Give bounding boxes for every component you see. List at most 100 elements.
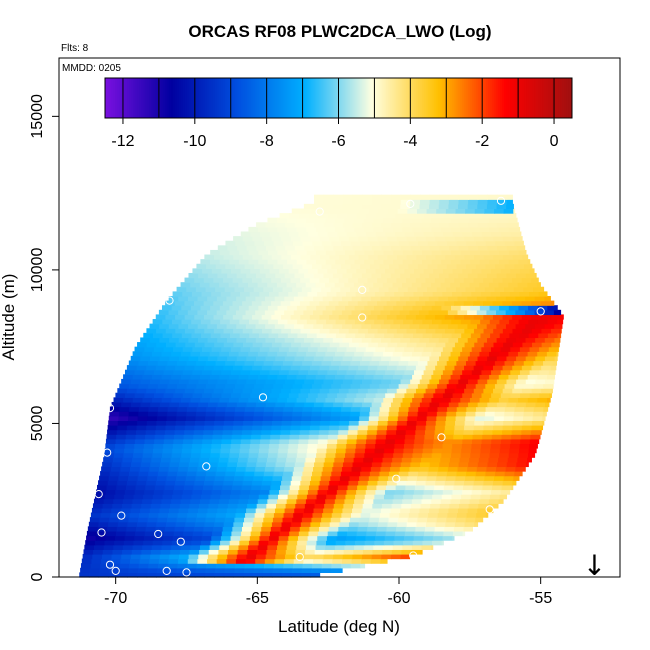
arrow-down-icon: ↓ — [583, 549, 606, 582]
heatmap-cell — [506, 272, 517, 279]
heatmap-cell — [322, 309, 333, 316]
heatmap-cell — [426, 208, 437, 214]
heatmap-cell — [385, 438, 396, 445]
heatmap-cell — [425, 236, 437, 242]
heatmap-cell — [215, 406, 227, 412]
heatmap-cell — [543, 360, 554, 366]
heatmap-cell — [175, 342, 186, 348]
heatmap-cell — [371, 553, 382, 560]
heatmap-cell — [306, 374, 317, 380]
heatmap-cell — [401, 549, 412, 555]
heatmap-cell — [513, 475, 520, 481]
heatmap-cell — [217, 553, 228, 560]
heatmap-cell — [531, 277, 539, 283]
heatmap-cell — [93, 549, 104, 555]
heatmap-cell — [387, 480, 398, 486]
heatmap-cell — [382, 282, 394, 288]
heatmap-cell — [475, 471, 487, 477]
heatmap-cell — [431, 351, 442, 357]
heatmap-cell — [432, 319, 443, 325]
heatmap-cell — [434, 484, 445, 491]
colorbar-segment — [398, 78, 401, 118]
heatmap-cell — [425, 314, 436, 320]
heatmap-cell — [319, 526, 330, 532]
colorbar-segment — [564, 78, 567, 118]
heatmap-cell — [286, 282, 297, 288]
heatmap-cell — [475, 240, 487, 246]
heatmap-cell — [521, 277, 532, 283]
heatmap-cell — [330, 567, 341, 573]
heatmap-cell — [116, 526, 127, 532]
heatmap-cell — [270, 526, 282, 532]
heatmap-cell — [366, 484, 377, 491]
heatmap-cell — [348, 342, 360, 348]
heatmap-cell — [292, 383, 303, 389]
heatmap-cell — [233, 521, 244, 527]
heatmap-cell — [471, 489, 482, 495]
colorbar-segment — [168, 78, 172, 118]
heatmap-cell — [500, 392, 511, 398]
heatmap-cell — [428, 323, 440, 329]
heatmap-cell — [296, 351, 307, 357]
heatmap-cell — [215, 383, 226, 389]
heatmap-cell — [151, 457, 162, 463]
heatmap-cell — [440, 457, 451, 463]
heatmap-cell — [432, 494, 443, 500]
heatmap-cell — [413, 346, 425, 352]
heatmap-cell — [306, 226, 317, 233]
heatmap-cell — [428, 309, 439, 316]
colorbar-segment — [450, 78, 453, 118]
heatmap-cell — [225, 512, 236, 518]
heatmap-cell — [466, 240, 477, 246]
heatmap-cell — [248, 374, 259, 380]
heatmap-cell — [224, 567, 235, 573]
heatmap-cell — [370, 406, 381, 412]
heatmap-cell — [310, 521, 321, 527]
heatmap-cell — [242, 424, 253, 431]
heatmap-cell — [294, 323, 305, 329]
heatmap-cell — [172, 291, 183, 297]
heatmap-cell — [267, 397, 278, 403]
heatmap-cell — [442, 369, 454, 375]
heatmap-cell — [499, 259, 510, 265]
heatmap-cell — [493, 480, 504, 486]
heatmap-cell — [352, 337, 363, 343]
heatmap-cell — [238, 259, 250, 265]
heatmap-cell — [363, 397, 375, 403]
heatmap-cell — [426, 475, 437, 481]
heatmap-cell — [527, 259, 531, 265]
heatmap-cell — [293, 466, 304, 472]
heatmap-cell — [384, 291, 395, 297]
heatmap-cell — [336, 346, 348, 352]
heatmap-cell — [381, 355, 392, 362]
heatmap-cell — [510, 438, 521, 445]
heatmap-cell — [364, 226, 375, 233]
heatmap-cell — [390, 553, 402, 560]
colorbar: -12 -10 -8 -6 -4 -2 0 — [104, 77, 573, 150]
heatmap-cell — [152, 397, 163, 403]
colorbar-tick-label: -4 — [403, 133, 417, 150]
heatmap-cell — [196, 263, 207, 269]
heatmap-cell — [303, 309, 314, 316]
heatmap-cell — [487, 503, 499, 509]
heatmap-cell — [349, 208, 360, 214]
heatmap-cell — [281, 328, 292, 334]
heatmap-cell — [545, 378, 555, 385]
heatmap-cell — [348, 236, 359, 242]
heatmap-cell — [345, 494, 356, 500]
heatmap-cell — [344, 498, 355, 504]
heatmap-cell — [289, 434, 300, 440]
colorbar-segment — [458, 78, 461, 118]
heatmap-cell — [106, 530, 117, 537]
heatmap-cell — [205, 411, 216, 417]
heatmap-cell — [448, 323, 459, 329]
heatmap-cell — [435, 314, 446, 320]
heatmap-cell — [515, 466, 526, 472]
heatmap-cell — [374, 540, 385, 546]
heatmap-cell — [215, 263, 226, 269]
heatmap-cell — [379, 383, 390, 389]
heatmap-cell — [155, 365, 167, 371]
heatmap-cell — [320, 342, 331, 348]
heatmap-cell — [438, 323, 449, 329]
heatmap-cell — [449, 503, 460, 509]
